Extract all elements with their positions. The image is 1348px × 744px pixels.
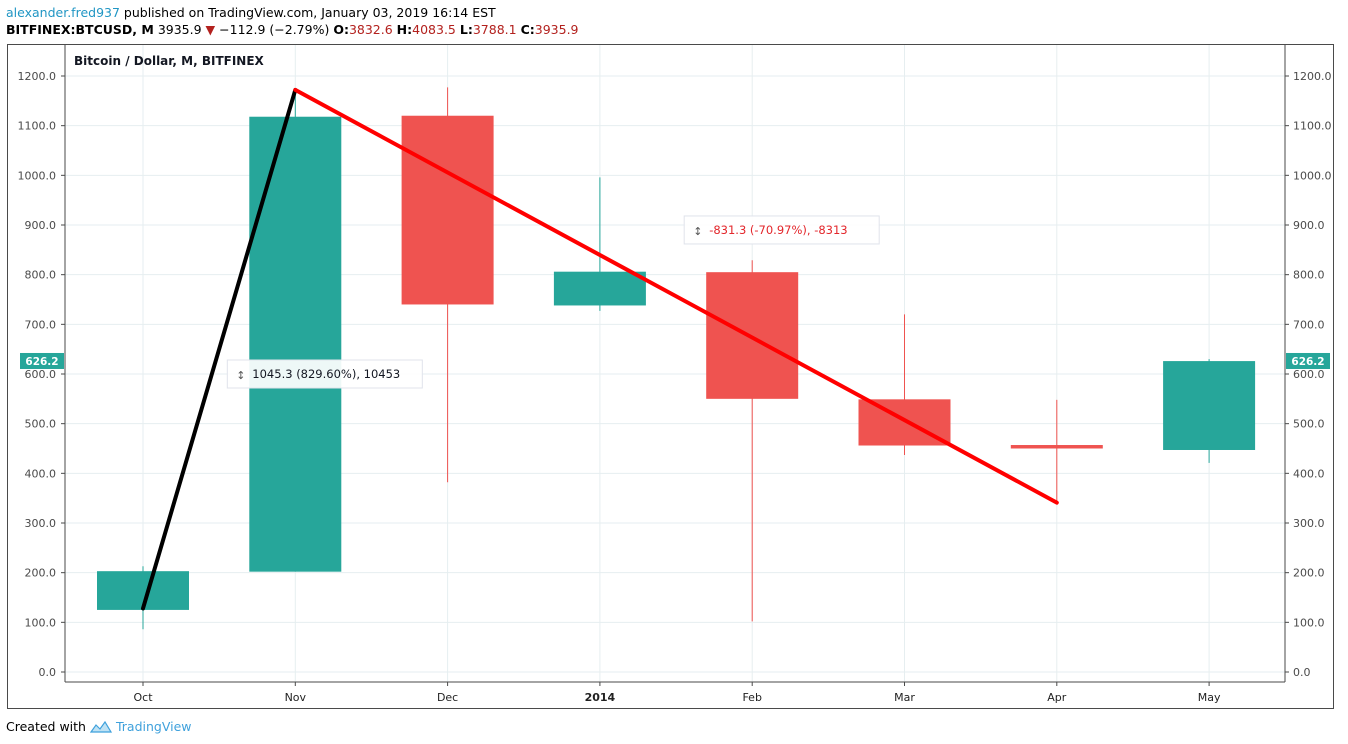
- x-tick-label: May: [1198, 691, 1221, 704]
- y-tick-label-left: 0.0: [39, 666, 57, 679]
- measure-icon: ↕: [236, 369, 245, 382]
- open-value: 3832.6: [348, 22, 393, 37]
- candle-body: [1163, 361, 1256, 450]
- measure-label: ↕ -831.3 (-70.97%), -8313: [683, 215, 880, 245]
- y-tick-label-right: 900.0: [1293, 219, 1325, 232]
- publish-info: alexander.fred937 published on TradingVi…: [6, 4, 496, 22]
- x-tick-label: Apr: [1047, 691, 1067, 704]
- x-tick-label: Feb: [742, 691, 761, 704]
- footer: Created with TradingView: [6, 717, 192, 737]
- y-tick-label-right: 500.0: [1293, 418, 1325, 431]
- measure-label-box: [683, 215, 880, 245]
- y-tick-label-left: 400.0: [25, 467, 57, 480]
- open-label: O:: [333, 22, 349, 37]
- close-value: 3935.9: [534, 22, 579, 37]
- y-tick-label-left: 1100.0: [18, 120, 57, 133]
- candle-body: [401, 115, 494, 305]
- x-tick-label: 2014: [585, 691, 616, 704]
- y-tick-label-right: 400.0: [1293, 467, 1325, 480]
- y-tick-label-left: 200.0: [25, 567, 57, 580]
- author-link[interactable]: alexander.fred937: [6, 5, 120, 20]
- trend-line-rise: [141, 87, 298, 611]
- x-tick-label: Dec: [437, 691, 458, 704]
- high-value: 4083.5: [412, 22, 456, 37]
- y-tick-label-right: 1100.0: [1293, 120, 1332, 133]
- x-tick-label: Nov: [285, 691, 307, 704]
- chart-title: Bitcoin / Dollar, M, BITFINEX: [74, 54, 265, 68]
- low-value: 3788.1: [472, 22, 517, 37]
- candle-body: [553, 271, 646, 306]
- y-tick-label-right: 100.0: [1293, 616, 1325, 629]
- y-tick-label-right: 1200.0: [1293, 70, 1332, 83]
- measure-label-box: [226, 359, 423, 389]
- y-tick-label-left: 500.0: [25, 418, 57, 431]
- y-tick-label-left: 100.0: [25, 616, 57, 629]
- price-tag-right-text: 626.2: [1291, 356, 1324, 368]
- measure-label-text: -831.3 (-70.97%), -8313: [709, 223, 847, 237]
- y-tick-label-right: 1000.0: [1293, 169, 1332, 182]
- measure-icon: ↕: [693, 225, 702, 238]
- y-tick-label-left: 800.0: [25, 269, 57, 282]
- tradingview-logo-icon: [89, 720, 112, 733]
- candle-body: [249, 116, 342, 572]
- y-tick-label-right: 200.0: [1293, 567, 1325, 580]
- y-tick-label-right: 800.0: [1293, 269, 1325, 282]
- measure-label: ↕ 1045.3 (829.60%), 10453: [226, 359, 423, 389]
- candlestick-chart[interactable]: 0.0 0.0 100.0 100.0 200.0 200.0 300.0 300.0 400.…: [8, 45, 1335, 710]
- trend-line-fall: [293, 87, 1059, 505]
- close-label: C:: [520, 22, 535, 37]
- y-tick-label-left: 700.0: [25, 318, 57, 331]
- candle-body: [1010, 445, 1103, 449]
- symbol-name: BITFINEX:BTCUSD, M: [6, 22, 154, 37]
- last-price: 3935.9: [157, 22, 202, 37]
- chart-frame[interactable]: 0.0 0.0 100.0 100.0 200.0 200.0 300.0 300.0 400.…: [7, 44, 1334, 709]
- published-text: published on TradingView.com, January 03…: [119, 5, 496, 20]
- y-tick-label-right: 700.0: [1293, 318, 1325, 331]
- y-tick-label-left: 1200.0: [18, 70, 57, 83]
- high-label: H:: [396, 22, 413, 37]
- x-tick-label: Oct: [133, 691, 153, 704]
- x-tick-label: Mar: [894, 691, 915, 704]
- created-with-text: Created with: [6, 719, 86, 734]
- y-tick-label-left: 300.0: [25, 517, 57, 530]
- y-tick-label-right: 300.0: [1293, 517, 1325, 530]
- price-tag-left: [20, 352, 64, 369]
- y-tick-label-left: 1000.0: [18, 169, 57, 182]
- y-tick-label-left: 600.0: [25, 368, 57, 381]
- y-tick-label-right: 0.0: [1293, 666, 1311, 679]
- price-change: −112.9 (−2.79%): [219, 22, 330, 37]
- symbol-info: BITFINEX:BTCUSD, M 3935.9 ▼ −112.9 (−2.7…: [6, 21, 579, 39]
- low-label: L:: [459, 22, 473, 37]
- price-tag-right: [1286, 352, 1330, 369]
- y-tick-label-right: 600.0: [1293, 368, 1325, 381]
- y-tick-label-left: 900.0: [25, 219, 57, 232]
- measure-label-text: 1045.3 (829.60%), 10453: [252, 367, 400, 381]
- tradingview-brand[interactable]: TradingView: [115, 719, 192, 734]
- down-arrow-icon: ▼: [205, 22, 216, 37]
- price-tag-left-text: 626.2: [25, 356, 58, 368]
